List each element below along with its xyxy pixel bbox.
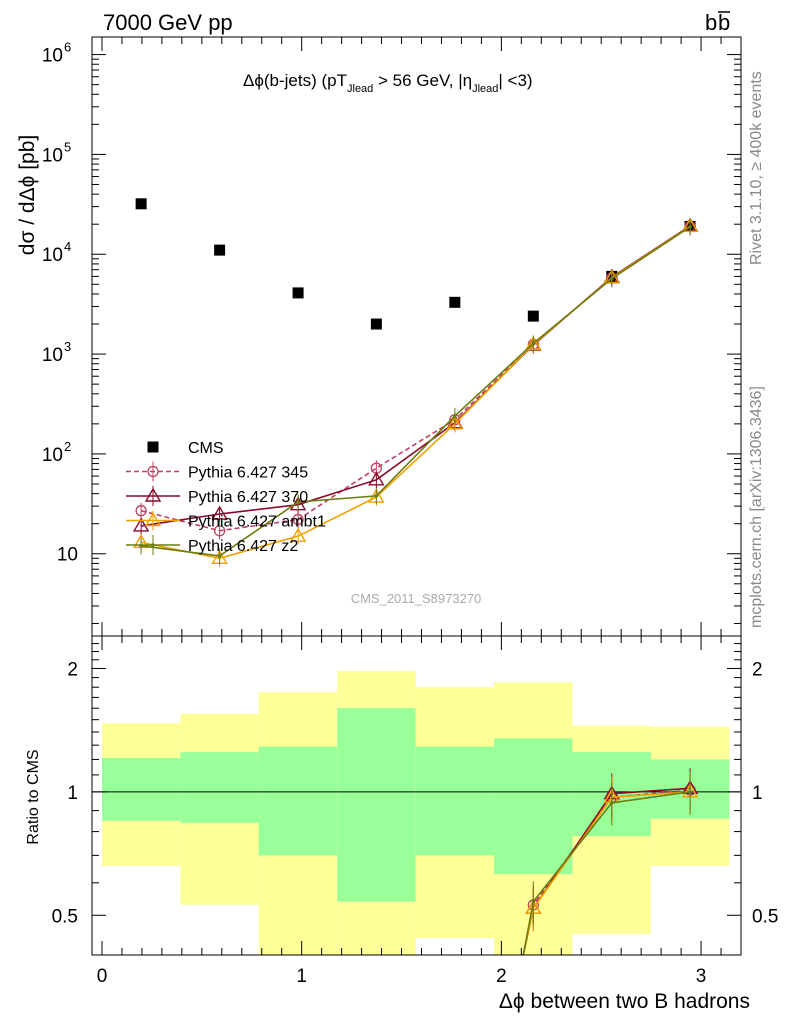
y-tick-label: 10	[42, 245, 63, 266]
data-point	[453, 414, 457, 418]
header-left: 7000 GeV pp	[103, 10, 233, 35]
y-tick-label: 10	[42, 145, 63, 166]
series-cms	[135, 198, 696, 330]
ratio-y-tick-label-right: 0.5	[752, 906, 778, 927]
band-inner-bin	[337, 708, 416, 902]
legend-label: Pythia 6.427 ambt1	[188, 514, 326, 531]
legend-label: Pythia 6.427 z2	[188, 538, 298, 555]
legend-marker	[147, 441, 159, 453]
band-inner-bin	[493, 738, 573, 875]
x-axis-label: Δϕ between two B hadrons	[499, 990, 750, 1013]
header-b: b	[705, 10, 717, 35]
data-point	[214, 244, 226, 256]
data-point	[374, 494, 379, 498]
ratio-ylabel: Ratio to CMS	[25, 749, 42, 844]
y-tick-exponent: 5	[64, 139, 71, 154]
y-tick-label: 10	[42, 345, 63, 366]
data-point	[132, 517, 150, 532]
data-point	[135, 198, 147, 210]
ratio-y-tick-label: 1	[67, 783, 78, 804]
side-label-mcplots: mcplots.cern.ch [arXiv:1306.3436]	[748, 386, 765, 628]
series-z2	[139, 218, 692, 565]
data-point	[370, 318, 382, 330]
legend-label: Pythia 6.427 345	[188, 465, 308, 482]
chart-title: Δϕ(b-jets) (pTJlead > 56 GeV, |ηJlead| <…	[243, 71, 533, 95]
data-point	[217, 554, 222, 558]
y-tick-exponent: 2	[64, 439, 71, 454]
ratio-point	[531, 899, 536, 904]
series-p370	[132, 217, 699, 535]
band-inner-bin	[101, 757, 181, 821]
legend-marker	[151, 543, 155, 547]
legend-marker	[147, 465, 159, 478]
data-point	[527, 310, 539, 322]
legend-label: Pythia 6.427 370	[188, 489, 308, 506]
band-inner-bin	[180, 752, 259, 823]
ratio-line	[522, 791, 691, 956]
ratio-point	[609, 801, 614, 805]
data-point	[446, 415, 464, 430]
x-tick-label: 2	[496, 966, 507, 987]
data-point	[292, 513, 304, 526]
data-point	[289, 527, 307, 542]
legend-marker	[144, 512, 162, 527]
data-point	[296, 500, 300, 504]
main-ylabel: dσ / dΔϕ [pb]	[16, 135, 39, 255]
y-tick-exponent: 3	[64, 339, 71, 354]
ratio-y-tick-label-right: 1	[752, 783, 763, 804]
legend-label: CMS	[188, 440, 224, 457]
ratio-point	[688, 790, 692, 794]
y-tick-label: 10	[42, 46, 63, 67]
side-label-rivet: Rivet 3.1.10, ≥ 400k events	[748, 71, 765, 265]
y-tick-label: 10	[57, 545, 78, 566]
band-inner-bin	[415, 746, 494, 856]
data-point	[609, 276, 614, 281]
data-point	[688, 225, 692, 229]
series-line	[141, 226, 691, 557]
x-tick-label: 0	[97, 966, 108, 987]
ratio-panel: 0 1 2 3 0.5 0.5 1 1 2 2	[52, 659, 779, 987]
data-point	[135, 505, 147, 517]
y-tick-exponent: 4	[64, 239, 71, 254]
data-point	[211, 505, 228, 520]
legend-marker	[144, 487, 162, 502]
x-tick-label: 1	[296, 966, 307, 987]
data-point	[368, 471, 385, 486]
data-point	[213, 525, 226, 537]
watermark: CMS_2011_S8973270	[351, 591, 482, 606]
ratio-frame	[91, 635, 742, 956]
header-right: b b	[705, 10, 730, 35]
legend: CMS Pythia 6.427 345 Pythia 6.427 370 Pythi…	[126, 440, 326, 555]
data-point	[292, 287, 304, 299]
ratio-series-z2	[522, 771, 692, 956]
data-point	[531, 341, 536, 346]
y-tick-exponent: 6	[64, 40, 71, 55]
band-inner-bin	[258, 746, 338, 856]
ratio-y-tick-label-right: 2	[752, 659, 763, 680]
ratio-y-tick-label: 2	[67, 659, 78, 680]
header-bbar: b	[718, 10, 730, 35]
y-tick-label: 10	[42, 445, 63, 466]
data-point	[449, 296, 461, 308]
ratio-y-tick-label: 0.5	[52, 906, 78, 927]
x-tick-label: 3	[696, 966, 707, 987]
